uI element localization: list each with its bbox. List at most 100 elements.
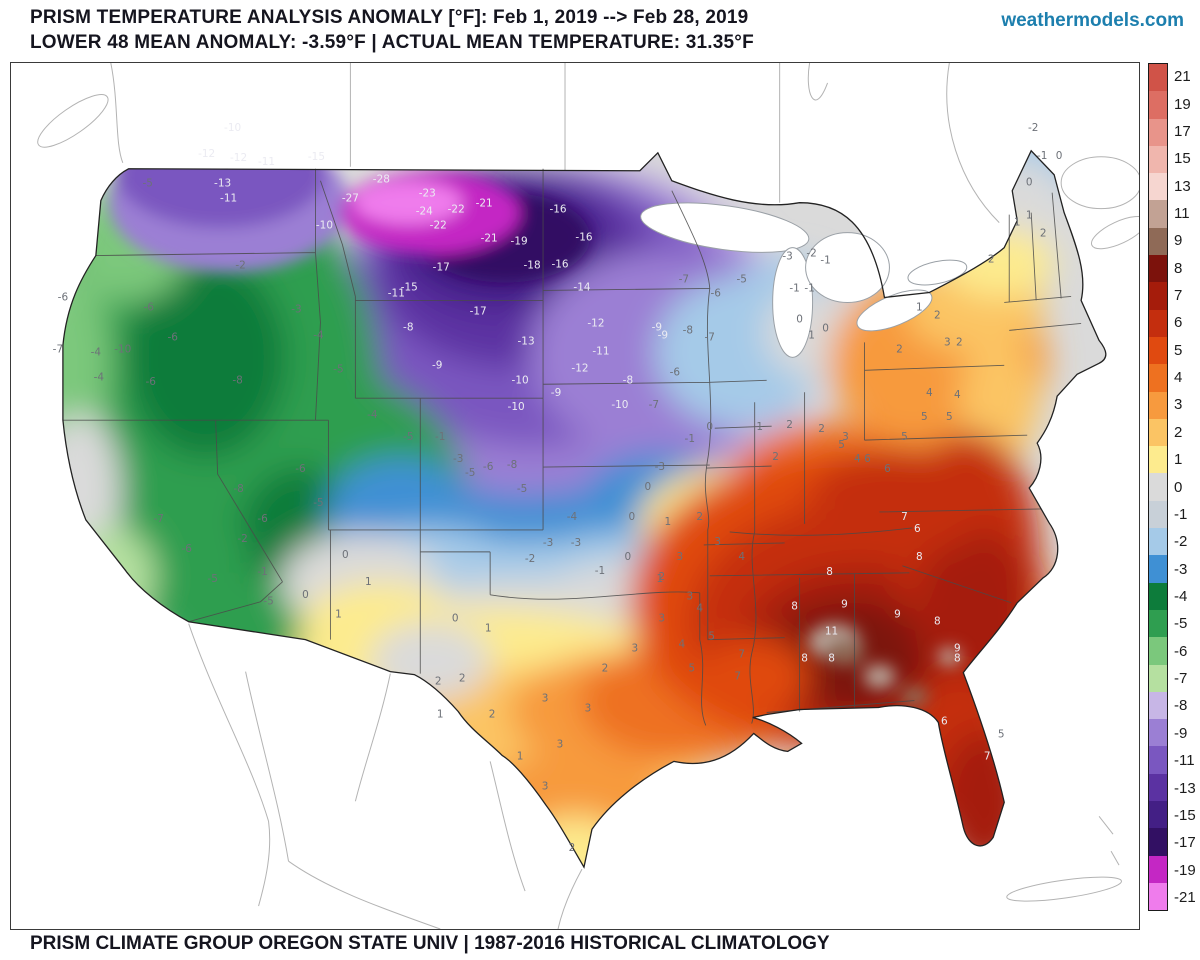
anomaly-value-label: -22	[448, 204, 465, 216]
anomaly-value-label: 5	[921, 411, 928, 423]
anomaly-value-label: -8	[232, 374, 242, 386]
anomaly-value-label: -8	[683, 324, 693, 336]
anomaly-value-label: -10	[316, 220, 333, 232]
anomaly-value-label: -10	[114, 343, 131, 355]
anomaly-value-label: -6	[295, 463, 305, 475]
anomaly-value-label: -5	[207, 573, 217, 585]
anomaly-value-label: 5	[901, 431, 908, 443]
basemap-context	[37, 63, 1139, 929]
lake-michigan	[772, 247, 814, 358]
anomaly-value-label: -4	[567, 511, 578, 523]
anomaly-value-label: -11	[258, 156, 275, 168]
anomaly-value-label: -7	[53, 343, 63, 355]
anomaly-value-label: 3	[557, 738, 564, 750]
anomaly-value-label: -11	[220, 193, 237, 205]
anomaly-value-label: 5	[998, 728, 1005, 740]
anomaly-value-label: -3	[291, 303, 301, 315]
anomaly-value-label: 2	[459, 673, 466, 685]
anomaly-value-label: 7	[984, 750, 991, 762]
anomaly-value-label: 0	[302, 589, 309, 601]
anomaly-value-label: -5	[313, 497, 323, 509]
anomaly-value-label: 5	[708, 631, 715, 643]
anomaly-value-label: 5	[688, 663, 695, 675]
anomaly-value-label: 5	[946, 411, 953, 423]
anomaly-value-label: -1	[595, 565, 605, 577]
anomaly-value-label: -16	[549, 204, 566, 216]
colorbar-segment	[1149, 227, 1167, 256]
anomaly-value-label: -13	[518, 335, 535, 347]
map-canvas[interactable]: -5 -10 -12 -12 -11 -13 -11 -15 -28 -27 -10 -23 -24 -2…	[10, 62, 1140, 930]
anomaly-value-label: -7	[705, 331, 715, 343]
anomaly-value-label: -4	[94, 371, 105, 383]
anomaly-value-label: -15	[401, 281, 418, 293]
anomaly-value-label: 0	[452, 613, 459, 625]
anomaly-value-label: 3	[632, 643, 639, 655]
anomaly-value-label: 4	[854, 453, 861, 465]
anomaly-value-label: 1	[517, 750, 524, 762]
anomaly-value-label: -8	[233, 483, 243, 495]
anomaly-value-label: -9	[432, 359, 442, 371]
anomaly-value-label: -3	[782, 251, 792, 263]
colorbar-tick-label: 19	[1174, 95, 1191, 113]
anomaly-value-label: -8	[623, 374, 633, 386]
anomaly-value-label: 5	[838, 439, 845, 451]
colorbar-segment	[1149, 637, 1167, 665]
anomaly-value-label: 4	[738, 551, 745, 563]
colorbar-segment	[1149, 500, 1167, 529]
anomaly-value-label: 3	[542, 780, 549, 792]
anomaly-value-label: -2	[1028, 122, 1038, 134]
colorbar-tick-label: 17	[1174, 122, 1191, 140]
map-title: PRISM TEMPERATURE ANALYSIS ANOMALY [°F]:…	[30, 6, 754, 55]
anomaly-value-label: 1	[657, 573, 664, 585]
anomaly-value-label: -4	[313, 329, 324, 341]
anomaly-value-label: 3	[944, 336, 951, 348]
colorbar-segment	[1149, 145, 1167, 174]
anomaly-value-label: -5	[736, 273, 746, 285]
anomaly-value-label: 0	[822, 322, 829, 334]
colorbar-segment	[1149, 309, 1167, 337]
colorbar-tick-label: -13	[1174, 779, 1196, 797]
anomaly-value-label: 8	[801, 653, 808, 665]
colorbar-tick-label: 5	[1174, 341, 1183, 359]
anomaly-value-label: 8	[934, 616, 941, 628]
colorbar-segment	[1149, 801, 1167, 829]
anomaly-value-label: -12	[198, 148, 215, 160]
lake-huron	[805, 232, 890, 303]
anomaly-value-label: 2	[956, 336, 963, 348]
anomaly-value-label: -24	[416, 206, 433, 218]
colorbar-tick-label: 8	[1174, 259, 1183, 277]
colorbar-tick-label: 0	[1174, 478, 1183, 496]
anomaly-value-label: 4	[678, 639, 685, 651]
anomaly-value-label: 6	[941, 715, 948, 727]
anomaly-value-label: 0	[1056, 150, 1063, 162]
anomaly-value-label: 1	[808, 329, 815, 341]
colorbar-segment	[1149, 200, 1167, 228]
anomaly-value-label: -6	[711, 287, 721, 299]
anomaly-value-label: 2	[818, 423, 825, 435]
anomaly-value-label: 3	[842, 431, 849, 443]
anomaly-value-label: -11	[592, 345, 609, 357]
anomaly-value-label: -2	[237, 533, 247, 545]
anomaly-value-label: 1	[916, 301, 923, 313]
anomaly-value-label: -2	[806, 248, 816, 260]
anomaly-value-label: 3	[676, 551, 683, 563]
anomaly-value-label: -4	[367, 409, 378, 421]
anomaly-value-label: 1	[437, 708, 444, 720]
anomaly-value-label: -3	[453, 453, 463, 465]
colorbar-tick-label: -11	[1174, 752, 1195, 770]
anomaly-value-label: -6	[670, 366, 680, 378]
anomaly-value-label: -7	[679, 273, 689, 285]
website-link[interactable]: weathermodels.com	[1001, 10, 1184, 31]
anomaly-value-label: 2	[772, 451, 779, 463]
anomaly-value-label: 3	[585, 703, 592, 715]
anomaly-value-label: -12	[587, 317, 604, 329]
anomaly-value-label: -23	[419, 188, 436, 200]
anomaly-value-label: 3	[659, 613, 666, 625]
colorbar-tick-label: -21	[1174, 888, 1196, 906]
anomaly-value-label: -5	[333, 363, 343, 375]
anomaly-value-label: 0	[645, 481, 652, 493]
colorbar-tick-label: 13	[1174, 177, 1191, 195]
colorbar-segment	[1149, 418, 1167, 447]
colorbar-segment	[1149, 473, 1167, 501]
colorbar-segments	[1148, 63, 1168, 911]
